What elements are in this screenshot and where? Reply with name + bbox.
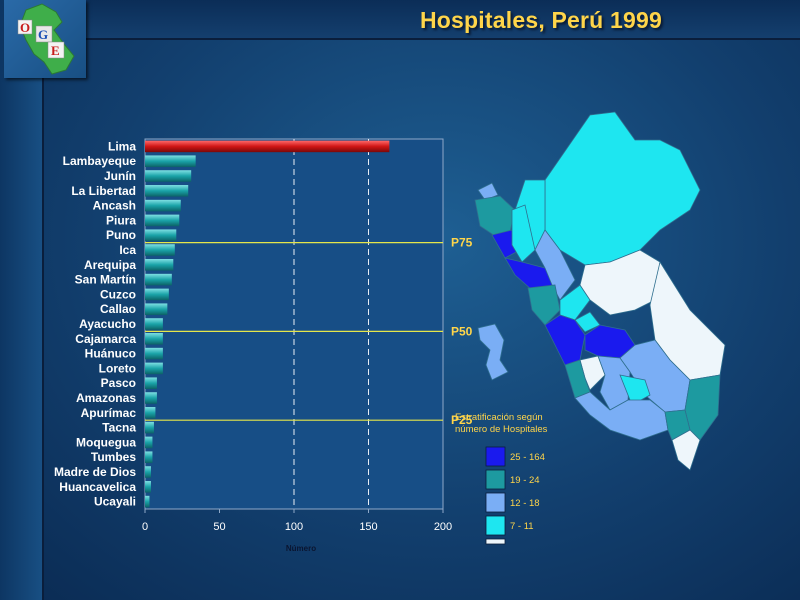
category-label: Madre de Dios (54, 465, 136, 479)
bar-loreto (145, 362, 163, 375)
legend-label: 25 - 164 (510, 452, 545, 463)
category-label: Arequipa (84, 258, 136, 272)
logo-letter-o: O (20, 20, 30, 35)
category-label: Puno (106, 228, 136, 242)
category-label: Callao (100, 302, 136, 316)
x-tick-label: 100 (285, 521, 303, 533)
bar-lima (145, 140, 390, 153)
logo-letter-g: G (38, 27, 48, 42)
oge-logo: O G E (4, 0, 86, 78)
map-ica (564, 359, 591, 399)
x-tick-label: 50 (213, 521, 225, 533)
logo-letter-e: E (51, 43, 60, 58)
percentile-label-p25: P25 (451, 413, 473, 427)
bar-pasco (145, 377, 157, 389)
category-label: Tumbes (91, 450, 136, 464)
bar-la-libertad (145, 185, 189, 197)
category-label: San Martín (75, 273, 136, 287)
bar-tumbes (145, 451, 153, 463)
percentile-label-p50: P50 (451, 324, 473, 338)
map-huanuco (559, 284, 591, 321)
top-divider (42, 38, 800, 40)
legend-label: 12 - 18 (510, 498, 540, 509)
bar-jun-n (145, 170, 192, 182)
category-label: Amazonas (76, 391, 136, 405)
bar-hu-nuco (145, 347, 163, 360)
page-title: Hospitales, Perú 1999 (420, 7, 662, 33)
legend-swatch (485, 538, 506, 545)
map-piura (474, 195, 516, 237)
bar-cuzco (145, 288, 169, 301)
map-cajamarca (511, 204, 536, 263)
x-axis-label: Número (286, 544, 316, 553)
legend-swatch (485, 515, 506, 536)
percentile-label-p75: P75 (451, 236, 473, 250)
peru-map-logo-icon: O G E (17, 3, 75, 75)
category-label: Loreto (99, 361, 136, 375)
left-divider (42, 38, 44, 600)
bar-amazonas (145, 392, 157, 404)
map-ucayali (579, 249, 661, 316)
legend-label: 7 - 11 (510, 521, 534, 532)
legend-swatch (485, 446, 506, 467)
legend-label: 19 - 24 (510, 475, 540, 486)
map-ancash (527, 284, 561, 326)
map-callao-inset (477, 323, 509, 381)
map-apurimac (619, 374, 651, 406)
category-label: Moquegua (76, 435, 136, 449)
category-label: Piura (106, 213, 136, 227)
bar-cajamarca (145, 333, 163, 345)
bar-san-mart-n (145, 273, 172, 286)
map-tumbes (477, 182, 499, 201)
peru-map (474, 111, 726, 471)
bar-callao (145, 303, 168, 315)
bar-tacna (145, 421, 154, 434)
x-tick-label: 200 (434, 521, 452, 533)
bar-ayacucho (145, 318, 163, 330)
bar-huancavelica (145, 481, 151, 493)
x-tick-label: 0 (142, 521, 148, 533)
map-tacna (671, 429, 701, 471)
legend-swatch (485, 492, 506, 513)
bar-arequipa (145, 259, 174, 271)
bar-ucayali (145, 495, 150, 508)
category-label: Huánuco (85, 347, 136, 361)
bar-madre-de-dios (145, 466, 151, 478)
bar-moquegua (145, 436, 153, 449)
bar-puno (145, 229, 177, 241)
category-label: Lambayeque (63, 154, 137, 168)
legend-swatch (485, 469, 506, 490)
category-label: Junín (104, 169, 136, 183)
legend-title: Estratificación según número de Hospital… (455, 412, 548, 435)
category-label: Huancavelica (59, 480, 136, 494)
top-band (42, 0, 800, 38)
left-band (0, 0, 42, 600)
category-label: Lima (108, 139, 136, 153)
map-loreto (544, 111, 701, 266)
category-label: La Libertad (71, 184, 136, 198)
category-label: Ucayali (94, 495, 136, 509)
category-label: Ica (119, 243, 136, 257)
map-lima (544, 314, 586, 366)
category-label: Apurímac (81, 406, 137, 420)
bar-lambayeque (145, 155, 196, 167)
category-label: Cuzco (100, 287, 136, 301)
category-label: Ayacucho (79, 317, 136, 331)
category-label: Pasco (101, 376, 136, 390)
bar-piura (145, 214, 180, 227)
x-tick-label: 150 (359, 521, 377, 533)
category-label: Ancash (93, 199, 136, 213)
bar-ancash (145, 199, 181, 212)
bar-apur-mac (145, 407, 156, 419)
category-label: Cajamarca (75, 332, 136, 346)
category-label: Tacna (102, 421, 136, 435)
bar-ica (145, 244, 175, 256)
